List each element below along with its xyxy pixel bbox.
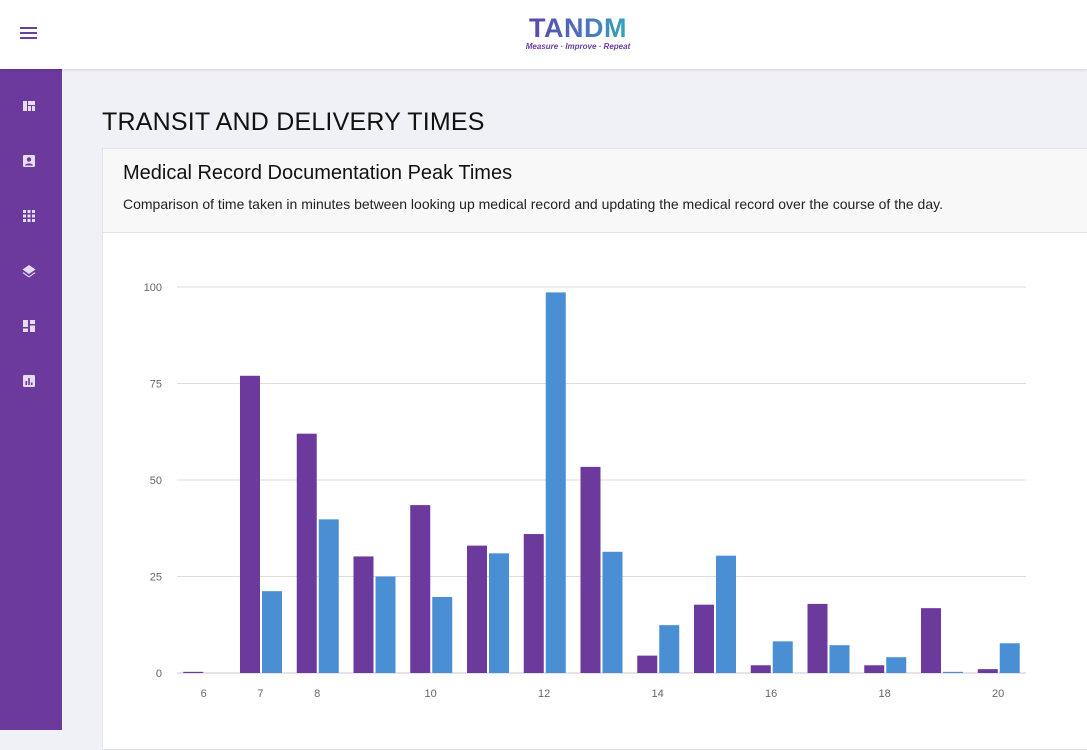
card-header: Medical Record Documentation Peak Times … <box>103 149 1087 233</box>
sidebar <box>0 69 62 730</box>
contact-card-icon[interactable] <box>21 153 37 169</box>
card-title: Medical Record Documentation Peak Times <box>123 162 513 184</box>
tandm-logo[interactable]: TANDM Measure · Improve · Repeat <box>516 14 640 56</box>
card-subtitle: Comparison of time taken in minutes betw… <box>123 196 943 212</box>
layers-icon[interactable] <box>21 263 37 279</box>
logo-tagline: Measure · Improve · Repeat <box>525 42 631 51</box>
chart-card: Medical Record Documentation Peak Times … <box>102 148 1087 750</box>
apps-grid-icon[interactable] <box>21 208 37 224</box>
top-bar: TANDM Measure · Improve · Repeat <box>0 0 1087 69</box>
view-quilt-icon[interactable] <box>21 98 37 114</box>
dashboard-icon[interactable] <box>21 318 37 334</box>
page-title: TRANSIT AND DELIVERY TIMES <box>102 108 485 136</box>
bar-chart-icon[interactable] <box>21 373 37 389</box>
hamburger-menu-icon[interactable] <box>18 24 40 44</box>
logo-wordmark: TANDM <box>516 14 640 42</box>
